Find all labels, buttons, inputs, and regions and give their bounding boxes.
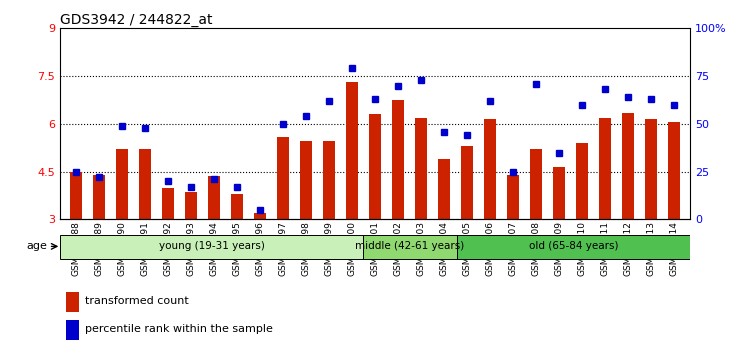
Bar xyxy=(553,167,566,219)
Bar xyxy=(116,149,128,219)
Bar xyxy=(322,141,335,219)
Bar xyxy=(457,235,690,259)
Bar xyxy=(644,119,657,219)
Bar xyxy=(415,118,428,219)
Text: transformed count: transformed count xyxy=(86,296,189,306)
Bar xyxy=(575,143,588,219)
Bar xyxy=(231,194,243,219)
Bar xyxy=(369,114,381,219)
Bar xyxy=(668,122,680,219)
Bar xyxy=(60,235,363,259)
Bar xyxy=(300,141,312,219)
Bar xyxy=(622,113,634,219)
Bar xyxy=(530,149,542,219)
Text: percentile rank within the sample: percentile rank within the sample xyxy=(86,324,273,334)
Bar xyxy=(392,100,404,219)
Bar xyxy=(438,159,450,219)
Text: GDS3942 / 244822_at: GDS3942 / 244822_at xyxy=(60,13,212,27)
Bar xyxy=(70,172,82,219)
Text: young (19-31 years): young (19-31 years) xyxy=(159,241,265,251)
Text: middle (42-61 years): middle (42-61 years) xyxy=(356,241,464,251)
Bar xyxy=(139,149,152,219)
Bar xyxy=(277,137,290,219)
Bar xyxy=(484,119,496,219)
Bar xyxy=(363,235,457,259)
Text: old (65-84 years): old (65-84 years) xyxy=(529,241,618,251)
Bar xyxy=(346,82,358,219)
Bar xyxy=(93,175,106,219)
Bar xyxy=(184,193,197,219)
Bar xyxy=(507,175,519,219)
Bar xyxy=(598,118,611,219)
Bar xyxy=(66,292,79,312)
Text: age: age xyxy=(26,241,47,251)
Bar xyxy=(254,213,266,219)
Bar xyxy=(66,320,79,340)
Bar xyxy=(460,146,473,219)
Bar xyxy=(208,176,220,219)
Bar xyxy=(162,188,175,219)
